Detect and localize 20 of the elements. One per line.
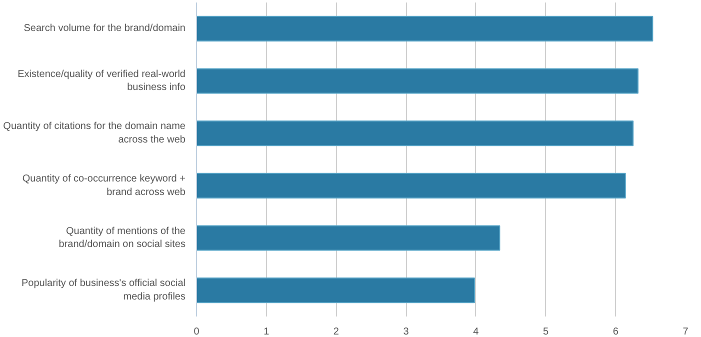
x-tick-label: 2 — [333, 326, 340, 337]
x-tick-label: 7 — [682, 326, 689, 337]
bar — [196, 278, 476, 304]
x-tick-label: 6 — [612, 326, 619, 337]
y-tick-label: Search volume for the brand/domain — [24, 23, 186, 34]
bar — [196, 68, 638, 94]
x-tick-label: 0 — [194, 326, 200, 337]
x-tick-label: 3 — [403, 326, 410, 337]
bar — [196, 172, 626, 198]
x-tick-label: 4 — [473, 326, 480, 337]
x-tick-label: 1 — [264, 326, 270, 337]
bar — [196, 225, 500, 251]
x-tick-label: 5 — [543, 326, 550, 337]
bar — [196, 120, 634, 146]
bar — [196, 16, 654, 42]
y-tick-label: Quantity of co-occurrence keyword + brand across web — [22, 174, 186, 198]
y-tick-label: Popularity of business's official social media profiles — [21, 278, 186, 302]
y-tick-label: Quantity of mentions of the brand/domain on social sites — [58, 226, 186, 250]
y-tick-label: Existence/quality of verified real-world business info — [18, 68, 186, 94]
y-tick-label: Quantity of citations for the domain name across the web — [3, 121, 186, 146]
